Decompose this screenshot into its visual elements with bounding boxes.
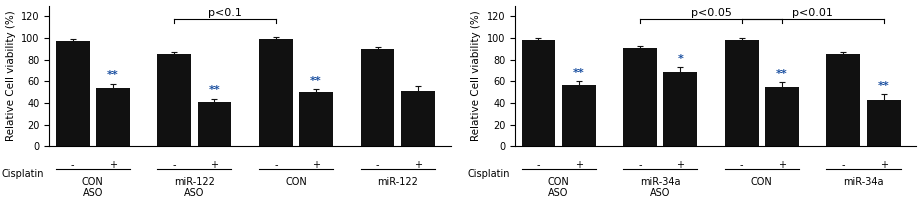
Bar: [664, 72, 697, 146]
Bar: [361, 49, 395, 146]
Text: Cisplatin: Cisplatin: [467, 169, 510, 179]
Text: CON
ASO: CON ASO: [548, 177, 570, 198]
Text: -: -: [537, 160, 540, 170]
Y-axis label: Relative Cell viability (%): Relative Cell viability (%): [6, 11, 16, 141]
Bar: [765, 87, 799, 146]
Text: miR-34a
ASO: miR-34a ASO: [640, 177, 680, 198]
Bar: [725, 40, 759, 146]
Text: CON
ASO: CON ASO: [82, 177, 103, 198]
Text: Cisplatin: Cisplatin: [1, 169, 43, 179]
Bar: [401, 91, 434, 146]
Bar: [259, 39, 293, 146]
Bar: [197, 102, 231, 146]
Text: **: **: [310, 76, 322, 86]
Text: +: +: [574, 160, 583, 170]
Text: +: +: [210, 160, 219, 170]
Text: +: +: [414, 160, 421, 170]
Bar: [561, 85, 596, 146]
Bar: [867, 100, 901, 146]
Bar: [623, 48, 657, 146]
Text: CON: CON: [285, 177, 307, 187]
Text: -: -: [376, 160, 379, 170]
Text: -: -: [638, 160, 642, 170]
Bar: [522, 40, 555, 146]
Text: *: *: [678, 54, 683, 64]
Text: p<0.1: p<0.1: [208, 8, 242, 18]
Bar: [55, 41, 89, 146]
Text: -: -: [274, 160, 278, 170]
Text: miR-34a: miR-34a: [844, 177, 884, 187]
Text: p<0.05: p<0.05: [691, 8, 731, 18]
Y-axis label: Relative Cell viability (%): Relative Cell viability (%): [471, 11, 481, 141]
Bar: [96, 88, 130, 146]
Text: +: +: [313, 160, 320, 170]
Text: **: **: [573, 68, 585, 78]
Bar: [299, 92, 333, 146]
Text: p<0.01: p<0.01: [792, 8, 833, 18]
Text: **: **: [107, 70, 119, 80]
Text: +: +: [778, 160, 786, 170]
Text: miR-122: miR-122: [377, 177, 418, 187]
Text: +: +: [109, 160, 117, 170]
Text: +: +: [677, 160, 684, 170]
Text: **: **: [776, 69, 788, 79]
Text: -: -: [740, 160, 743, 170]
Bar: [158, 54, 191, 146]
Text: miR-122
ASO: miR-122 ASO: [174, 177, 215, 198]
Text: **: **: [208, 85, 220, 95]
Bar: [826, 54, 860, 146]
Text: +: +: [880, 160, 888, 170]
Text: -: -: [842, 160, 845, 170]
Text: CON: CON: [751, 177, 773, 187]
Text: **: **: [878, 81, 890, 91]
Text: -: -: [71, 160, 75, 170]
Text: -: -: [172, 160, 176, 170]
